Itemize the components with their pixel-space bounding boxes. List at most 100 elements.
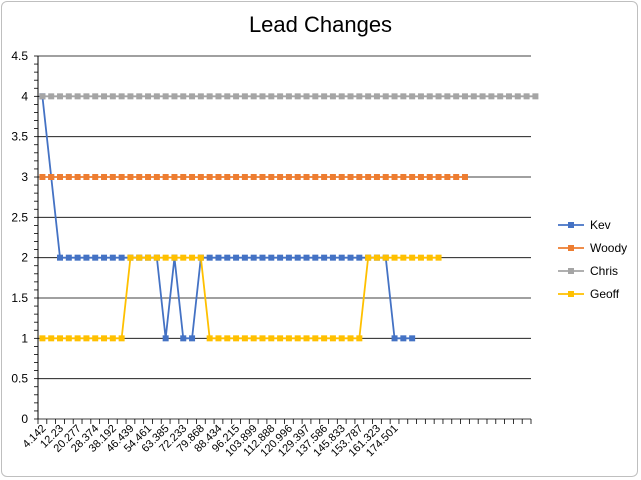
- data-point-woody: [338, 174, 345, 180]
- y-tick-label: 4.5: [11, 49, 28, 63]
- data-point-chris: [294, 93, 301, 100]
- data-point-woody: [39, 174, 46, 180]
- data-point-geoff: [153, 254, 160, 261]
- data-point-kev: [285, 254, 292, 261]
- data-point-chris: [532, 93, 539, 100]
- data-point-kev: [57, 254, 64, 261]
- data-point-chris: [57, 93, 64, 100]
- data-point-chris: [153, 93, 160, 100]
- data-point-chris: [382, 93, 389, 100]
- data-point-chris: [127, 93, 134, 100]
- data-point-woody: [189, 174, 196, 180]
- data-point-kev: [109, 254, 116, 261]
- data-point-chris: [497, 93, 504, 100]
- data-point-woody: [83, 174, 90, 180]
- data-point-geoff: [48, 335, 55, 342]
- data-point-kev: [180, 335, 187, 342]
- legend-label: Kev: [590, 218, 611, 232]
- data-point-chris: [189, 93, 196, 100]
- data-point-geoff: [171, 254, 178, 261]
- data-point-chris: [65, 93, 72, 100]
- data-point-woody: [74, 174, 81, 180]
- data-point-woody: [118, 174, 125, 180]
- data-point-woody: [171, 174, 178, 180]
- data-point-chris: [470, 93, 477, 100]
- data-point-woody: [206, 174, 213, 180]
- data-point-woody: [162, 174, 169, 180]
- data-point-geoff: [215, 335, 222, 342]
- data-point-geoff: [74, 335, 81, 342]
- data-point-woody: [426, 174, 433, 180]
- data-point-woody: [268, 174, 275, 180]
- data-point-woody: [347, 174, 354, 180]
- data-point-chris: [233, 93, 240, 100]
- data-point-woody: [461, 174, 468, 180]
- data-point-woody: [409, 174, 416, 180]
- data-point-kev: [92, 254, 99, 261]
- legend-marker: [568, 268, 574, 274]
- data-point-woody: [224, 174, 231, 180]
- data-point-chris: [400, 93, 407, 100]
- data-point-kev: [391, 335, 398, 342]
- data-point-woody: [109, 174, 116, 180]
- legend-marker: [568, 222, 574, 228]
- y-tick-label: 3: [21, 170, 28, 184]
- data-point-chris: [101, 93, 108, 100]
- data-point-chris: [453, 93, 460, 100]
- data-point-geoff: [400, 254, 407, 261]
- data-point-woody: [391, 174, 398, 180]
- data-point-woody: [241, 174, 248, 180]
- data-point-chris: [250, 93, 257, 100]
- data-point-kev: [356, 254, 363, 261]
- data-point-chris: [48, 93, 55, 100]
- data-point-chris: [321, 93, 328, 100]
- data-point-kev: [189, 335, 196, 342]
- data-point-woody: [400, 174, 407, 180]
- legend-label: Woody: [590, 241, 627, 255]
- data-point-geoff: [373, 254, 380, 261]
- data-point-woody: [197, 174, 204, 180]
- data-point-geoff: [233, 335, 240, 342]
- data-point-kev: [65, 254, 72, 261]
- data-point-kev: [294, 254, 301, 261]
- data-point-geoff: [294, 335, 301, 342]
- data-point-geoff: [250, 335, 257, 342]
- data-point-woody: [444, 174, 451, 180]
- data-point-woody: [57, 174, 64, 180]
- data-point-chris: [514, 93, 521, 100]
- data-point-chris: [83, 93, 90, 100]
- data-point-chris: [365, 93, 372, 100]
- data-point-chris: [329, 93, 336, 100]
- data-point-geoff: [145, 254, 152, 261]
- data-point-woody: [127, 174, 134, 180]
- data-point-chris: [206, 93, 213, 100]
- data-point-chris: [303, 93, 310, 100]
- data-point-woody: [65, 174, 72, 180]
- data-point-woody: [285, 174, 292, 180]
- series-line-geoff: [42, 256, 439, 340]
- data-point-kev: [303, 254, 310, 261]
- data-point-geoff: [277, 335, 284, 342]
- data-point-kev: [329, 254, 336, 261]
- data-point-geoff: [189, 254, 196, 261]
- data-point-woody: [215, 174, 222, 180]
- data-point-woody: [373, 174, 380, 180]
- data-point-chris: [224, 93, 231, 100]
- data-point-kev: [233, 254, 240, 261]
- data-point-kev: [206, 254, 213, 261]
- y-tick-label: 0.5: [11, 372, 28, 386]
- data-point-kev: [277, 254, 284, 261]
- data-point-chris: [409, 93, 416, 100]
- data-point-chris: [505, 93, 512, 100]
- data-point-geoff: [329, 335, 336, 342]
- data-point-chris: [74, 93, 81, 100]
- data-point-geoff: [92, 335, 99, 342]
- data-point-chris: [39, 93, 46, 100]
- data-point-woody: [92, 174, 99, 180]
- data-point-woody: [48, 174, 55, 180]
- y-tick-label: 1: [21, 331, 28, 345]
- data-point-chris: [268, 93, 275, 100]
- data-point-kev: [347, 254, 354, 261]
- data-point-kev: [268, 254, 275, 261]
